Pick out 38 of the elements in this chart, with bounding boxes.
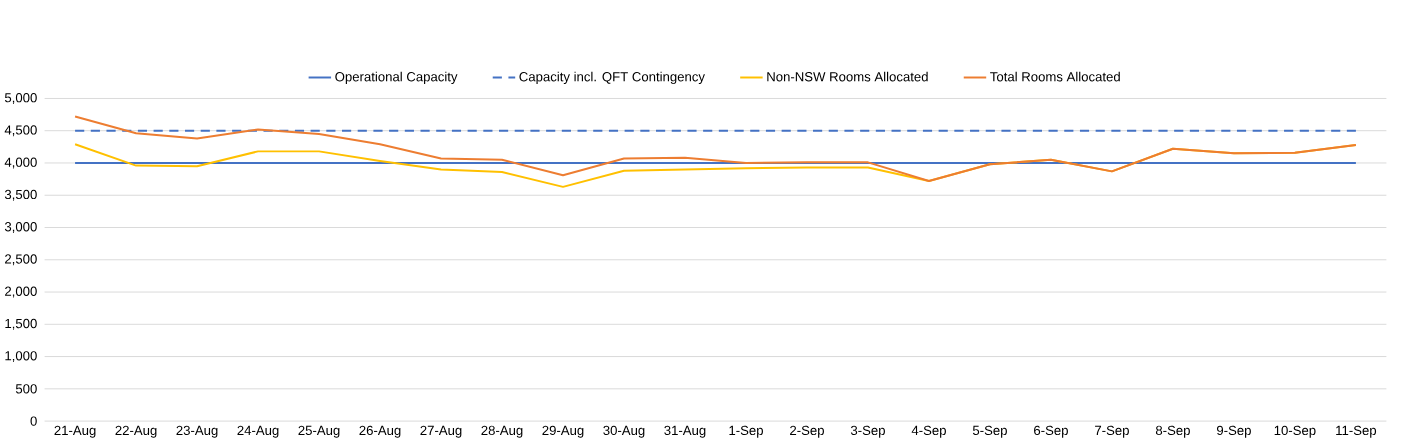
legend-label: Capacity incl. QFT Contingency [519,71,705,84]
x-tick-label: 25-Aug [298,425,340,438]
y-tick-label: 3,000 [4,222,37,233]
y-tick-label: 1,000 [5,351,37,362]
y-tick-label: 2,500 [5,254,37,266]
y-tick-label: 500 [15,384,37,394]
x-tick-label: 11-Sep [1336,425,1377,438]
x-tick-label: 21-Aug [54,425,96,438]
y-tick-label: 3,500 [4,189,37,201]
x-tick-label: 24-Aug [237,425,279,438]
legend-label: Operational Capacity [335,71,458,84]
x-tick-label: 9-Sep [1216,425,1251,438]
x-tick-label: 30-Aug [603,425,645,438]
x-tick-label: 27-Aug [420,425,462,438]
legend-label: Non-NSW Rooms Allocated [767,71,928,82]
y-tick-label: 1,500 [5,318,37,330]
x-tick-label: 5-Sep [972,425,1007,438]
x-tick-label: 10-Sep [1274,425,1316,438]
x-tick-label: 7-Sep [1095,425,1129,438]
y-tick-label: 4,000 [4,157,37,169]
x-tick-label: 26-Aug [359,425,401,438]
x-tick-label: 6-Sep [1034,425,1068,438]
x-tick-label: 31-Aug [664,425,706,438]
x-tick-label: 4-Sep [911,425,946,438]
x-tick-label: 29-Aug [542,425,584,438]
x-tick-label: 22-Aug [115,425,157,438]
x-tick-label: 3-Sep [850,425,885,438]
y-tick-label: 4,500 [4,125,37,137]
y-tick-label: 0 [30,416,37,426]
x-tick-label: 8-Sep [1155,425,1190,438]
legend-label: Total Rooms Allocated [990,71,1120,82]
x-tick-label: 1-Sep [729,425,763,438]
line-series [74,115,1357,183]
x-tick-label: 23-Aug [176,425,218,438]
y-tick-label: 2,000 [5,286,37,298]
x-tick-label: 28-Aug [481,425,523,438]
y-tick-label: 5,000 [4,93,37,104]
x-tick-label: 2-Sep [790,425,824,438]
